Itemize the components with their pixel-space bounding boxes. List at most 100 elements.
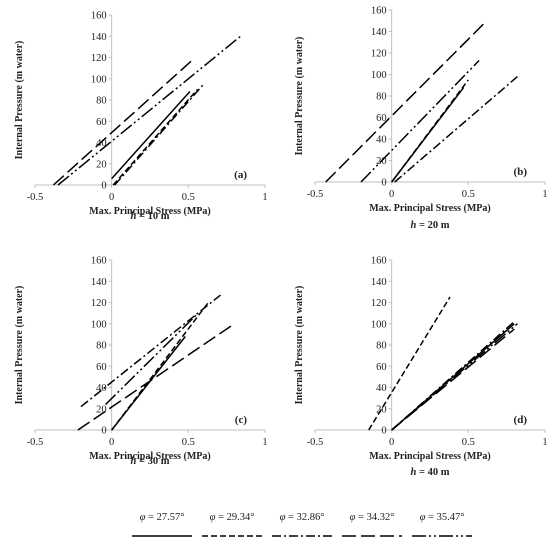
series-line-short-dash xyxy=(111,302,209,431)
x-axis-title: Max. Principal Stress (MPa) xyxy=(369,451,490,462)
x-tick-label: -0.5 xyxy=(27,192,44,203)
x-tick-label: 0.5 xyxy=(182,437,195,448)
y-tick-label: 0 xyxy=(101,426,106,437)
x-tick-label: -0.5 xyxy=(307,189,324,200)
x-axis-title: Max. Principal Stress (MPa) xyxy=(369,203,490,214)
series-line-long-dash-dot-dot xyxy=(57,35,241,186)
y-tick-label: 140 xyxy=(91,277,107,288)
y-tick-label: 140 xyxy=(371,277,387,288)
legend: φ = 27.57° φ = 29.34° φ = 32.86° φ = 34.32°… xyxy=(132,512,472,537)
y-tick-label: 80 xyxy=(376,341,387,352)
panel-caption: h = 40 m xyxy=(411,467,450,478)
x-tick-label: 0 xyxy=(109,192,114,203)
series-line-long-dash-dot-dot xyxy=(104,314,197,406)
y-tick-label: 160 xyxy=(371,6,387,17)
series-line-short-dash xyxy=(391,79,469,183)
x-tick-label: 0 xyxy=(389,189,394,200)
legend-label: φ = 27.57° xyxy=(140,512,185,523)
series-line-solid xyxy=(111,336,186,431)
chart-panel-3: 0 20 40 60 80 100 120 140 160 -0.5 0 0.5 1 Max. Princ… xyxy=(14,256,268,468)
y-tick-label: 60 xyxy=(96,362,107,373)
y-tick-label: 160 xyxy=(91,256,107,267)
legend-label: φ = 34.32° xyxy=(350,512,395,523)
series-line-short-dash xyxy=(368,296,451,431)
y-tick-label: 80 xyxy=(96,96,107,107)
x-tick-label: 1 xyxy=(262,437,267,448)
series-line-long-dash-dot-dot xyxy=(360,59,480,183)
y-tick-label: 60 xyxy=(96,117,107,128)
panel-caption: h = 30 m xyxy=(131,456,170,467)
legend-label: φ = 35.47° xyxy=(420,512,465,523)
y-tick-label: 0 xyxy=(101,181,106,192)
y-tick-label: 60 xyxy=(376,113,387,124)
y-tick-label: 40 xyxy=(96,383,107,394)
x-tick-label: 0.5 xyxy=(462,437,475,448)
chart-panel-1: 0 20 40 60 80 100 120 140 160 -0.5 0 0.5 1 Max. Princ… xyxy=(14,11,268,223)
legend-item: φ = 29.34° xyxy=(202,512,262,537)
panel-label: (d) xyxy=(514,414,528,426)
panel-label: (b) xyxy=(514,166,528,178)
x-axis-title: Max. Principal Stress (MPa) xyxy=(89,451,210,462)
y-tick-label: 160 xyxy=(371,256,387,267)
x-tick-label: -0.5 xyxy=(27,437,44,448)
panel-label: (a) xyxy=(234,169,247,181)
series-line-dash-dot xyxy=(80,294,221,408)
y-tick-label: 120 xyxy=(371,49,387,60)
panel-label: (c) xyxy=(235,414,248,426)
legend-item: φ = 35.47° xyxy=(412,512,472,537)
x-tick-label: 0 xyxy=(389,437,394,448)
y-tick-label: 100 xyxy=(91,319,107,330)
y-tick-label: 60 xyxy=(376,362,387,373)
y-tick-label: 20 xyxy=(96,159,107,170)
series-line-long-dash xyxy=(325,20,488,183)
panel-caption: h = 20 m xyxy=(411,220,450,231)
legend-label: φ = 29.34° xyxy=(210,512,255,523)
y-tick-label: 100 xyxy=(371,319,387,330)
y-axis-title: Internal Pressure (m water) xyxy=(294,37,305,156)
x-tick-label: 0.5 xyxy=(182,192,195,203)
x-tick-label: 0.5 xyxy=(462,189,475,200)
y-tick-label: 100 xyxy=(91,74,107,85)
x-tick-label: 1 xyxy=(542,189,547,200)
legend-item: φ = 32.86° xyxy=(272,512,332,537)
series-line-dash-dot xyxy=(391,321,515,431)
y-tick-label: 40 xyxy=(96,138,107,149)
legend-label: φ = 32.86° xyxy=(280,512,325,523)
series-line-long-dash xyxy=(52,59,194,186)
x-tick-label: 1 xyxy=(542,437,547,448)
series-line-short-dash xyxy=(112,88,199,186)
series-line-dash-dot xyxy=(394,76,518,183)
y-tick-label: 160 xyxy=(91,11,107,22)
y-axis-title: Internal Pressure (m water) xyxy=(294,286,305,405)
x-tick-label: 1 xyxy=(262,192,267,203)
series-line-dash-dot xyxy=(114,83,205,186)
y-tick-label: 120 xyxy=(371,298,387,309)
x-tick-label: 0 xyxy=(109,437,114,448)
y-tick-label: 140 xyxy=(371,27,387,38)
series-line-solid xyxy=(111,90,191,180)
legend-item: φ = 34.32° xyxy=(342,512,402,537)
y-tick-label: 120 xyxy=(91,298,107,309)
series-line-long-dash xyxy=(391,328,515,431)
x-tick-label: -0.5 xyxy=(307,437,324,448)
y-tick-label: 0 xyxy=(381,426,386,437)
y-axis-title: Internal Pressure (m water) xyxy=(14,41,25,160)
y-tick-label: 140 xyxy=(91,32,107,43)
y-axis-title: Internal Pressure (m water) xyxy=(14,286,25,405)
y-tick-label: 120 xyxy=(91,53,107,64)
y-tick-label: 40 xyxy=(376,135,387,146)
y-tick-label: 80 xyxy=(376,92,387,103)
series-line-long-dash-dot-dot xyxy=(391,323,518,431)
x-axis-title: Max. Principal Stress (MPa) xyxy=(89,206,210,217)
y-tick-label: 20 xyxy=(96,404,107,415)
panel-caption: h = 10 m xyxy=(131,211,170,222)
y-tick-label: 40 xyxy=(376,383,387,394)
y-tick-label: 100 xyxy=(371,70,387,81)
series-line-long-dash xyxy=(77,323,235,431)
y-tick-label: 80 xyxy=(96,341,107,352)
y-tick-label: 0 xyxy=(381,178,386,189)
legend-item: φ = 27.57° xyxy=(132,512,192,537)
